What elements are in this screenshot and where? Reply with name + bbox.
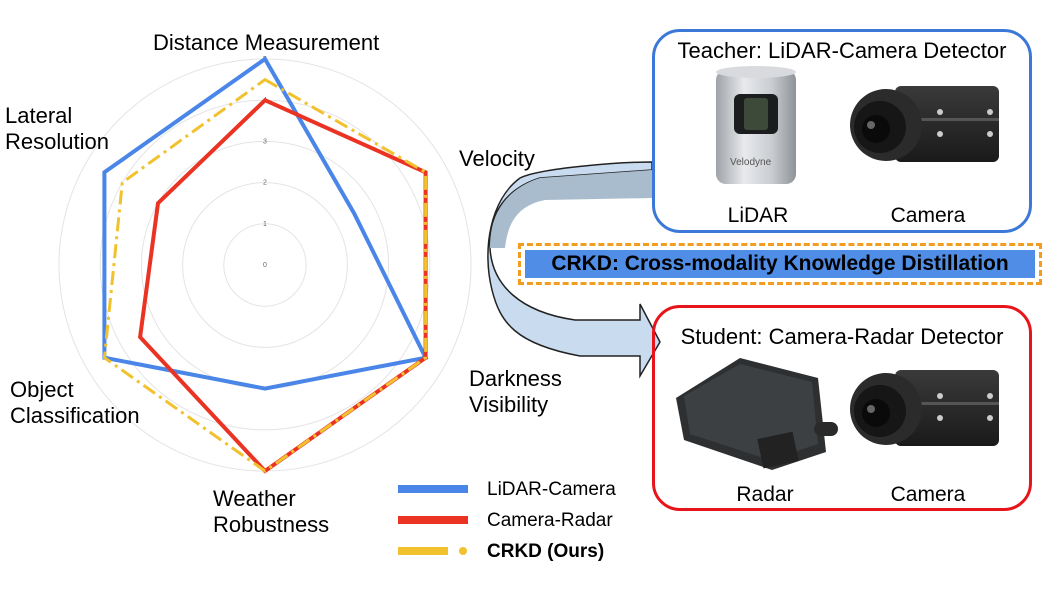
student-camera-label: Camera	[858, 483, 998, 507]
tick-label: 2	[263, 180, 267, 187]
crkd-banner: CRKD: Cross-modality Knowledge Distillat…	[518, 243, 1042, 285]
student-box: Student: Camera-Radar Detector Radar Cam…	[652, 305, 1032, 511]
axis-label-lateral: Lateral Resolution	[5, 103, 109, 155]
legend-label-crkd: CRKD (Ours)	[487, 541, 604, 563]
legend-label-camera-radar: Camera-Radar	[487, 510, 613, 532]
teacher-box: Teacher: LiDAR-Camera Detector LiDAR Cam…	[652, 29, 1032, 233]
legend-swatch-dot	[459, 547, 467, 555]
tick-label: 1	[263, 221, 267, 228]
teacher-camera-label: Camera	[858, 204, 998, 228]
axis-label-weather: Weather Robustness	[213, 486, 329, 538]
velodyne-brand: Velodyne	[730, 157, 771, 168]
axis-label-darkness: Darkness Visibility	[469, 366, 562, 418]
legend-label-lidar-camera: LiDAR-Camera	[487, 479, 616, 501]
series-line-camera-radar	[140, 100, 426, 471]
axis-label-velocity: Velocity	[459, 146, 535, 172]
student-radar-label: Radar	[695, 483, 835, 507]
legend	[398, 489, 468, 555]
crkd-banner-text: CRKD: Cross-modality Knowledge Distillat…	[525, 250, 1035, 278]
teacher-title: Teacher: LiDAR-Camera Detector	[655, 38, 1029, 64]
student-title: Student: Camera-Radar Detector	[655, 324, 1029, 350]
axis-label-object: Object Classification	[10, 377, 140, 429]
teacher-lidar-label: LiDAR	[688, 204, 828, 228]
tick-label: 3	[263, 138, 267, 145]
tick-label: 0	[263, 262, 267, 269]
axis-label-distance: Distance Measurement	[153, 30, 379, 56]
